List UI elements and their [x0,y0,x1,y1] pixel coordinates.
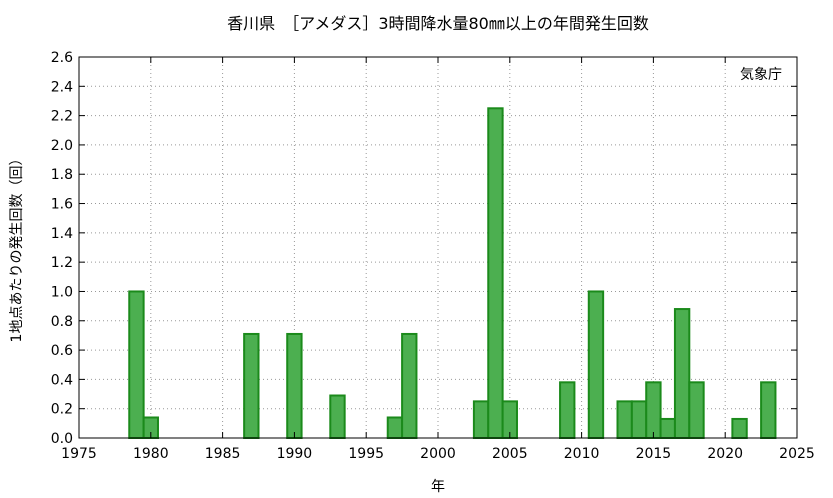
y-tick-label: 0.0 [51,431,73,447]
bar-2017 [673,308,691,439]
y-tick-label: 2.2 [51,109,73,125]
y-tick-label: 0.6 [51,343,73,359]
bar-1979 [128,290,145,440]
bar-2023 [760,381,777,440]
x-tick-label: 1980 [133,446,169,462]
bar-2015 [645,381,662,440]
bar-1997 [386,416,404,440]
bar-2016 [659,417,676,440]
bar-1998 [401,332,418,440]
y-tick-label: 1.8 [51,167,73,183]
y-tick-label: 1.4 [51,226,73,242]
bar-2021 [731,417,748,440]
y-tick-label: 1.6 [51,197,73,213]
x-tick-label: 2010 [564,446,600,462]
bar-1990 [286,332,303,440]
y-tick-label: 0.8 [51,314,73,330]
x-tick-label: 2015 [636,446,672,462]
chart-title: 香川県 ［アメダス］3時間降水量80㎜以上の年間発生回数 [227,14,649,33]
x-tick-label: 2005 [492,446,528,462]
x-tick-label: 2020 [707,446,743,462]
credit-label: 気象庁 [740,67,782,83]
ticks: 1975 1980 1985 1990 1995 2000 2005 2010 2015 2020… [51,50,815,462]
y-axis-label: 1地点あたりの発生回数（回） [9,152,25,343]
x-tick-label: 1995 [348,446,384,462]
y-tick-label: 0.4 [51,372,73,388]
y-tick-label: 1.2 [51,255,73,271]
x-tick-label: 1990 [277,446,313,462]
bar-1993 [329,394,346,439]
y-tick-label: 0.2 [51,402,73,418]
bar-2013 [616,400,633,440]
y-tick-label: 2.4 [51,79,73,95]
y-tick-label: 2.6 [51,50,73,66]
y-tick-label: 2.0 [51,138,73,154]
x-tick-label: 1985 [205,446,241,462]
bar-2014 [630,400,648,440]
bar-1987 [243,332,260,440]
bar-2011 [587,290,605,440]
x-tick-label: 1975 [61,446,97,462]
bar-2004 [487,107,504,440]
bar-2018 [688,381,705,440]
bar-2009 [559,381,576,440]
y-tick-label: 1.0 [51,284,73,300]
x-tick-label: 2025 [779,446,815,462]
x-tick-label: 2000 [420,446,456,462]
x-axis-label: 年 [431,479,445,495]
bar-2003 [472,400,490,440]
bars [128,107,777,440]
